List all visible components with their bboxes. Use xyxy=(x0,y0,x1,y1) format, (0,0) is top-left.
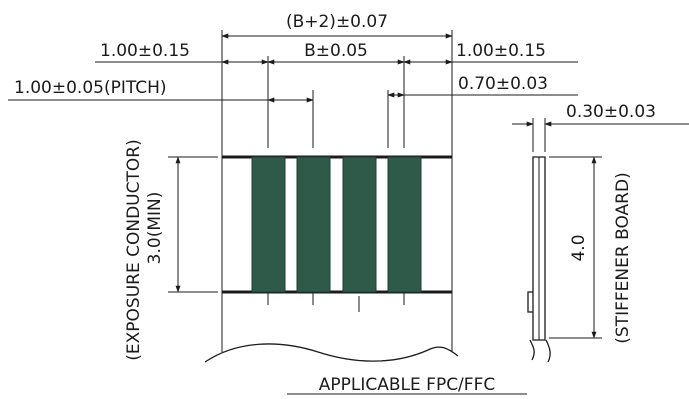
dim-right-margin: 1.00±0.15 xyxy=(403,41,578,65)
dim-pitch: 1.00±0.05(PITCH) xyxy=(8,78,314,103)
dim-exposure: 3.0(MIN) (EXPOSURE CONDUCTOR) xyxy=(124,139,218,361)
right-margin-label: 1.00±0.15 xyxy=(456,41,546,61)
conductor xyxy=(342,156,377,293)
conductor-width-label: 0.70±0.03 xyxy=(458,74,548,94)
dim-b-width: B±0.05 xyxy=(267,41,405,65)
exposure-length-label: 3.0(MIN) xyxy=(145,192,165,265)
conductors xyxy=(251,156,422,293)
conductor xyxy=(251,156,286,293)
exposure-conductor-label: (EXPOSURE CONDUCTOR) xyxy=(124,139,144,360)
pitch-label: 1.00±0.05(PITCH) xyxy=(14,78,167,98)
conductor xyxy=(387,156,422,293)
dim-conductor-width: 0.70±0.03 xyxy=(387,74,578,98)
stiffener-length-label: 4.0 xyxy=(569,234,589,261)
stiffener-board-label: (STIFFENER BOARD) xyxy=(613,172,633,343)
break-line xyxy=(204,343,459,363)
dim-total-width: (B+2)±0.07 xyxy=(221,12,453,39)
center-ticks xyxy=(267,292,405,312)
dim-left-margin: 1.00±0.15 xyxy=(95,41,269,65)
b-width-label: B±0.05 xyxy=(304,41,368,61)
left-margin-label: 1.00±0.15 xyxy=(100,41,190,61)
total-width-label: (B+2)±0.07 xyxy=(286,12,388,32)
caption-text: APPLICABLE FPC/FFC xyxy=(319,375,495,395)
stiffener-thickness-label: 0.30±0.03 xyxy=(566,102,656,122)
conductor xyxy=(296,156,331,293)
extension-lines xyxy=(267,56,405,148)
caption: APPLICABLE FPC/FFC xyxy=(287,375,527,395)
side-view: 0.30±0.03 4.0 (STIFFENER BOARD) xyxy=(512,102,689,363)
